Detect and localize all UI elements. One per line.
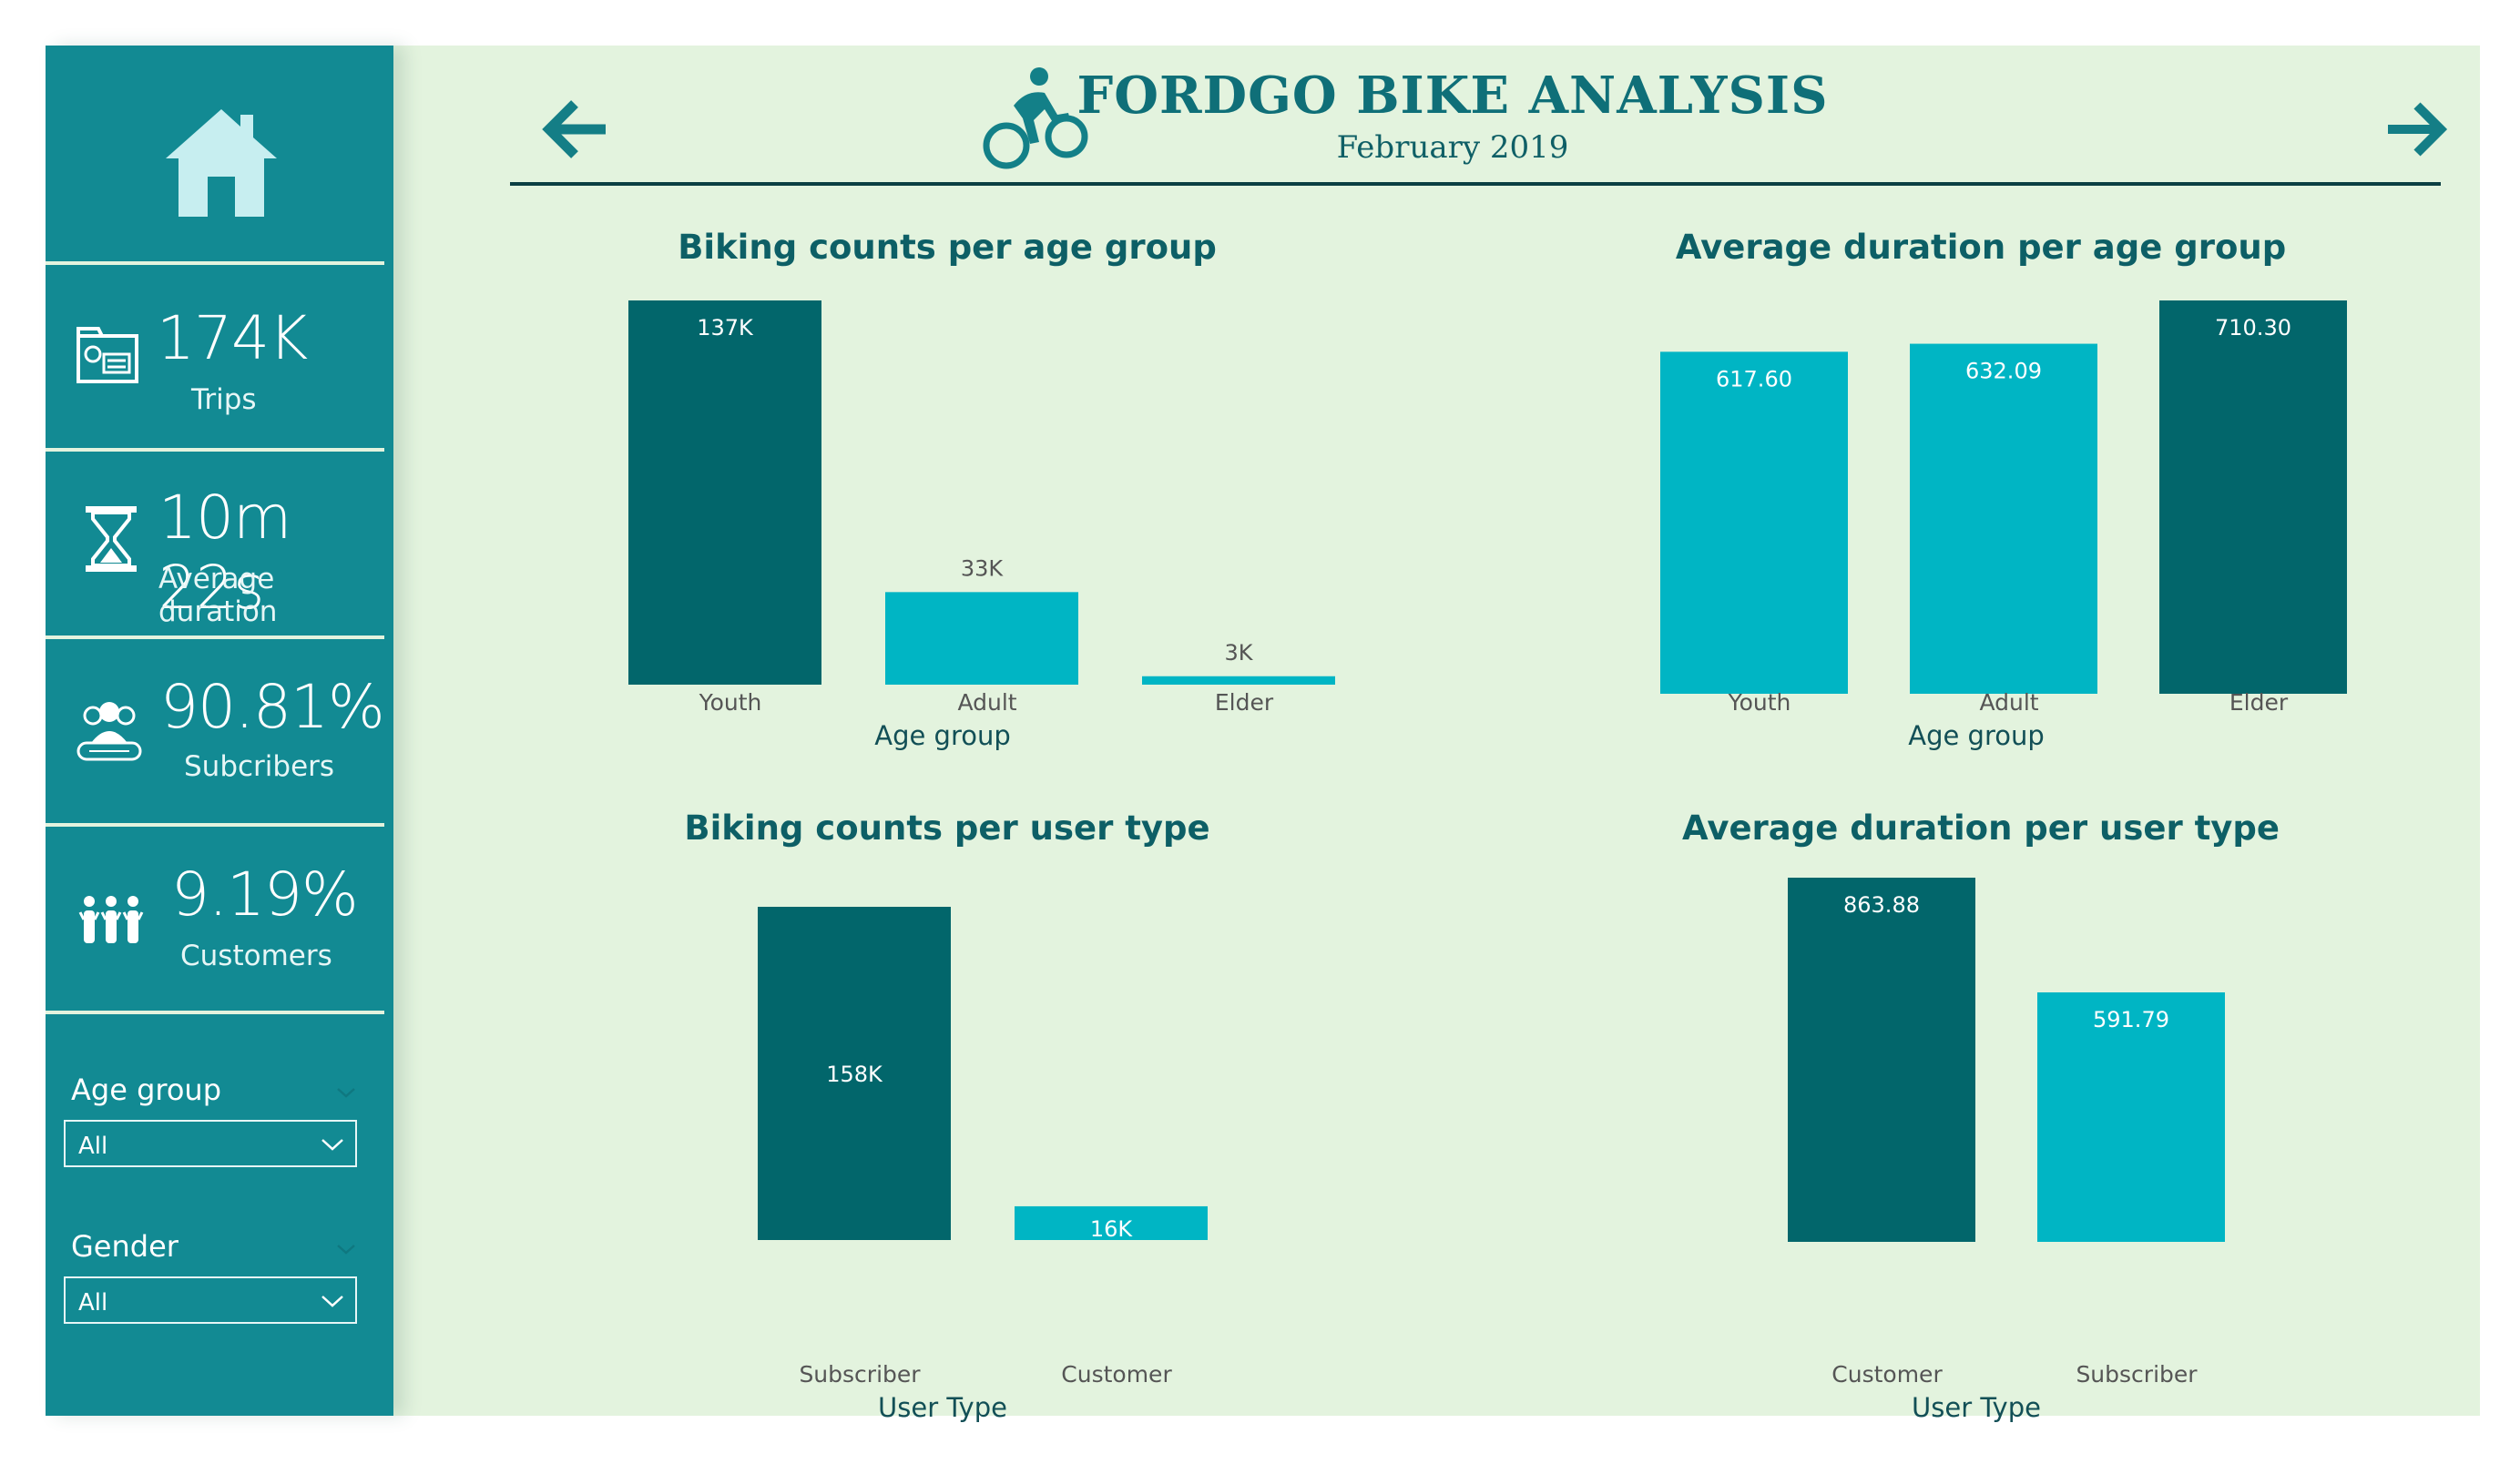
tick-label: Youth — [699, 689, 762, 716]
chevron-down-icon[interactable] — [335, 1082, 357, 1103]
dropdown-value: All — [78, 1289, 108, 1317]
divider — [46, 448, 384, 452]
kpi-value: 10m 22s — [158, 483, 291, 623]
kpi-value: 174K — [157, 303, 308, 373]
data-label: 16K — [1090, 1216, 1134, 1242]
tick-label: Youth — [1728, 689, 1791, 716]
slicer-title-gender: Gender — [71, 1229, 179, 1264]
chart-svg: 158K Subscriber 16K Customer User Type — [758, 907, 1208, 1423]
kpi-label: Customers — [180, 940, 332, 972]
chart-title: Average duration per user type — [1682, 808, 2280, 848]
report-canvas: 174K Trips 10m 22s Average duration — [46, 46, 2480, 1423]
hourglass-icon — [86, 506, 137, 572]
home-icon[interactable] — [162, 104, 281, 222]
bar-subscriber[interactable] — [758, 907, 951, 1240]
axis-title: Age group — [874, 720, 1011, 751]
chevron-down-icon[interactable] — [321, 1136, 344, 1153]
age-group-dropdown[interactable]: All — [64, 1120, 357, 1167]
arrow-left-icon[interactable] — [542, 95, 611, 164]
bar-youth[interactable] — [628, 300, 821, 685]
cyclist-icon — [983, 67, 1088, 169]
bar-subscriber[interactable] — [2037, 991, 2225, 1242]
bar-elder[interactable] — [2159, 300, 2347, 694]
divider — [46, 635, 384, 639]
divider — [46, 1011, 384, 1014]
data-label: 863.88 — [1843, 892, 1920, 918]
chart-svg: 863.88 Customer 591.79 Subscriber User Type — [1788, 878, 2225, 1423]
data-label: 591.79 — [2093, 1007, 2169, 1032]
kpi-customers: 9.19% Customers — [46, 827, 393, 1009]
bar-adult[interactable] — [1910, 343, 2097, 694]
axis-title: User Type — [878, 1392, 1007, 1423]
data-label: 158K — [826, 1062, 883, 1087]
data-label: 33K — [961, 555, 1005, 581]
report-subtitle: February 2019 — [1336, 129, 1569, 166]
chart-average-duration-age-group: Average duration per age group 617.60 You… — [1562, 228, 2400, 819]
chevron-down-icon[interactable] — [321, 1293, 344, 1309]
divider — [46, 261, 384, 265]
bar-customer[interactable] — [1015, 1205, 1208, 1240]
divider — [46, 823, 384, 827]
data-label: 3K — [1224, 640, 1253, 666]
chart-biking-counts-age-group: Biking counts per age group 137K Youth 33K… — [528, 228, 1366, 819]
data-label: 137K — [697, 315, 754, 341]
report-title: FORDGO BIKE ANALYSIS — [1076, 66, 1829, 126]
tick-label: Adult — [1979, 689, 2038, 716]
kpi-trips: 174K Trips — [46, 265, 393, 447]
chart-svg: 617.60 Youth 632.09 Adult 710.30 Elder Age gro… — [1660, 300, 2347, 751]
kpi-label: Trips — [191, 383, 257, 416]
kpi-value: 9.19% — [171, 859, 359, 930]
tick-label: Elder — [1215, 689, 1274, 716]
arrow-right-icon[interactable] — [2384, 97, 2450, 162]
tick-label: Customer — [1061, 1361, 1172, 1388]
tick-label: Subscriber — [2076, 1361, 2198, 1388]
tick-label: Subscriber — [799, 1361, 921, 1388]
kpi-label: Average duration — [158, 563, 278, 628]
chart-title: Average duration per age group — [1675, 228, 2287, 267]
kpi-subscribers: 90.81% Subcribers — [46, 639, 393, 821]
data-label: 710.30 — [2215, 315, 2291, 341]
gender-dropdown[interactable]: All — [64, 1276, 357, 1324]
ticket-icon — [77, 327, 138, 383]
chart-biking-counts-user-type: Biking counts per user type 158K Subscrib… — [528, 808, 1366, 1423]
chart-average-duration-user-type: Average duration per user type 863.88 Cus… — [1562, 808, 2400, 1423]
data-label: 617.60 — [1716, 366, 1792, 391]
report-header: FORDGO BIKE ANALYSIS February 2019 — [487, 46, 2448, 191]
subscriber-group-icon — [77, 702, 142, 761]
data-label: 632.09 — [1965, 359, 2042, 384]
tick-label: Elder — [2229, 689, 2289, 716]
dropdown-value: All — [78, 1133, 108, 1160]
tick-label: Adult — [957, 689, 1016, 716]
kpi-average-duration: 10m 22s Average duration — [46, 452, 393, 634]
chevron-down-icon[interactable] — [335, 1238, 357, 1260]
tick-label: Customer — [1831, 1361, 1943, 1388]
kpi-label: Subcribers — [184, 750, 335, 783]
sidebar: 174K Trips 10m 22s Average duration — [46, 46, 393, 1416]
axis-title: Age group — [1908, 720, 2045, 751]
kpi-value: 90.81% — [160, 672, 385, 742]
bar-youth[interactable] — [1660, 351, 1848, 694]
chart-title: Biking counts per user type — [684, 808, 1210, 848]
chart-title: Biking counts per age group — [678, 228, 1217, 267]
bar-adult[interactable] — [885, 592, 1078, 685]
axis-title: User Type — [1912, 1392, 2041, 1423]
customers-icon — [78, 896, 144, 943]
bar-elder[interactable] — [1142, 676, 1335, 685]
chart-svg: 137K Youth 33K Adult 3K Elder Age group — [628, 300, 1335, 751]
slicer-title-age-group: Age group — [71, 1073, 221, 1107]
header-divider — [510, 182, 2441, 186]
bar-customer[interactable] — [1788, 878, 1975, 1242]
